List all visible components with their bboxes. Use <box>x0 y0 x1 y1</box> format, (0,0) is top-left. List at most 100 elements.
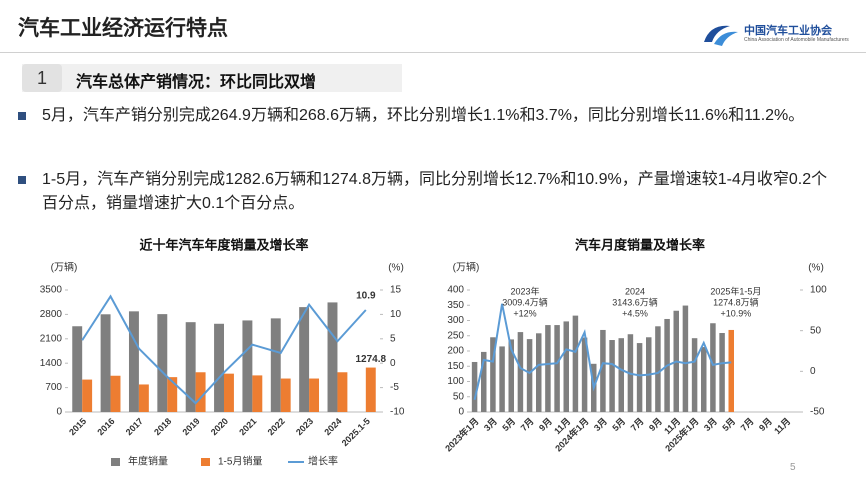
y-tick-label: 700 <box>45 382 62 393</box>
legend-label: 增长率 <box>308 455 338 468</box>
y-tick-label: 2800 <box>40 309 63 320</box>
y2-tick-label: 0 <box>390 358 396 369</box>
y-tick-label: 100 <box>447 376 464 387</box>
y-tick-label: 400 <box>447 285 464 296</box>
bullet: 1-5月，汽车产销分别完成1282.6万辆和1274.8万辆，同比分别增长12.… <box>18 168 838 216</box>
y2-tick-label: 0 <box>810 366 816 377</box>
bar <box>554 325 560 412</box>
bullet-text: 1-5月，汽车产销分别完成1282.6万辆和1274.8万辆，同比分别增长12.… <box>42 171 828 212</box>
y-tick-label: 0 <box>56 407 62 418</box>
annotation: 3009.4万辆 <box>502 296 548 307</box>
logo-name: 中国汽车工业协会 <box>744 25 832 37</box>
value-label: 10.9 <box>356 291 376 302</box>
bar <box>490 337 496 412</box>
header-rule <box>0 52 866 53</box>
bar <box>581 337 588 412</box>
bar <box>157 314 168 412</box>
y-tick-label: 0 <box>458 407 464 418</box>
bar <box>609 340 615 412</box>
bar <box>563 321 569 412</box>
bar <box>327 302 338 412</box>
x-tick-label: 7月 <box>739 416 756 433</box>
annotation: 3143.6万辆 <box>612 296 658 307</box>
x-tick-label: 2023 <box>294 416 315 437</box>
bar <box>701 347 707 412</box>
y-axis-label: (万辆) <box>453 261 480 274</box>
y2-axis-label: (%) <box>808 263 824 274</box>
bar <box>214 323 224 412</box>
bar <box>299 307 310 412</box>
bar <box>128 311 139 412</box>
bar <box>636 343 643 412</box>
x-tick-label: 7月 <box>519 416 536 433</box>
x-tick-label: 2018 <box>152 416 173 437</box>
x-tick-label: 5月 <box>610 416 627 433</box>
bar <box>280 378 291 412</box>
legend-swatch <box>111 458 120 466</box>
bar <box>600 329 606 412</box>
y2-tick-label: 50 <box>810 325 822 336</box>
x-tick-label: 9月 <box>757 416 774 433</box>
page-number: 5 <box>790 462 796 473</box>
y-axis-label: (万辆) <box>51 261 78 274</box>
annotation: 2024 <box>625 286 645 296</box>
x-tick-label: 5月 <box>500 416 517 433</box>
y2-tick-label: 5 <box>390 333 396 344</box>
section-title: 汽车总体产销情况：环比同比双增 <box>76 74 317 91</box>
legend-label: 年度销量 <box>128 455 168 468</box>
logo-subtitle: China Association of Automobile Manufact… <box>744 37 849 43</box>
x-tick-label: 7月 <box>629 416 646 433</box>
x-tick-label: 3月 <box>592 416 609 433</box>
bar <box>682 305 689 412</box>
x-tick-label: 2024 <box>322 416 343 437</box>
y2-axis-label: (%) <box>388 263 404 274</box>
logo-icon <box>704 25 738 46</box>
bar <box>252 375 263 412</box>
y-tick-label: 1400 <box>40 358 63 369</box>
bar <box>270 318 281 412</box>
bar <box>517 332 524 412</box>
line <box>81 294 367 405</box>
bar <box>365 367 376 412</box>
bar <box>242 320 253 412</box>
bar <box>138 384 149 412</box>
x-tick-label: 2015 <box>67 416 88 437</box>
chart-title: 近十年汽车年度销量及增长率 <box>139 237 308 252</box>
header-title: 汽车工业经济运行特点 <box>18 17 228 40</box>
y-tick-label: 3500 <box>40 285 63 296</box>
bar <box>526 339 533 412</box>
annotation: 2025年1-5月 <box>710 285 761 296</box>
bullet-text: 5月，汽车产销分别完成264.9万辆和268.6万辆，环比分别增长1.1%和3.… <box>42 107 805 124</box>
x-tick-label: 2019 <box>180 416 201 437</box>
x-tick-label: 2021 <box>237 416 258 437</box>
bar <box>309 378 320 412</box>
bullet: 5月，汽车产销分别完成264.9万辆和268.6万辆，环比分别增长1.1%和3.… <box>18 104 838 128</box>
section-number: 1 <box>22 64 62 92</box>
bar <box>655 326 661 412</box>
bar <box>728 329 734 412</box>
bar <box>536 333 542 412</box>
x-tick-label: 11月 <box>772 416 792 436</box>
bar <box>499 346 505 412</box>
annotation: +4.5% <box>622 308 648 318</box>
x-tick-label: 3月 <box>702 416 719 433</box>
bar <box>110 375 121 412</box>
x-tick-label: 2020 <box>209 416 230 437</box>
legend-swatch <box>201 458 210 466</box>
bar <box>337 372 348 412</box>
y-tick-label: 50 <box>453 391 465 402</box>
y2-tick-label: 15 <box>390 285 402 296</box>
bar <box>691 338 698 412</box>
bar <box>471 361 478 412</box>
bar <box>710 323 716 412</box>
bar <box>72 326 83 412</box>
x-tick-label: 9月 <box>537 416 554 433</box>
bar <box>545 325 551 412</box>
chart-title: 汽车月度销量及增长率 <box>575 237 705 252</box>
annotation: +10.9% <box>720 308 751 318</box>
y2-tick-label: 100 <box>810 285 827 296</box>
section-bar: 1 汽车总体产销情况：环比同比双增 <box>22 64 402 92</box>
y2-tick-label: 10 <box>390 309 402 320</box>
bar <box>185 322 196 412</box>
y-tick-label: 200 <box>447 346 464 357</box>
